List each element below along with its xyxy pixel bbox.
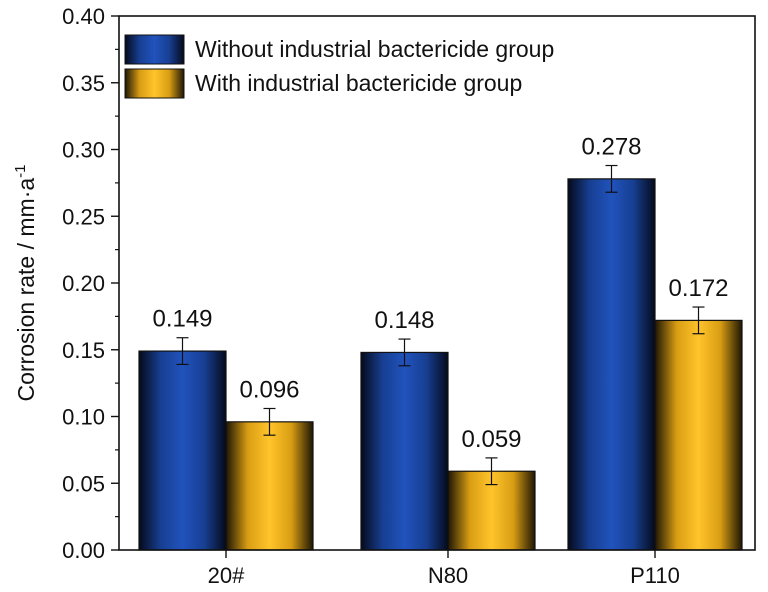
data-labels-layer: 0.149 0.096 0.148 0.059 0.278 0.172 bbox=[152, 134, 728, 453]
legend-label-without: Without industrial bactericide group bbox=[195, 36, 554, 62]
y-tick-label: 0.30 bbox=[62, 138, 105, 163]
x-tick-label-p110: P110 bbox=[630, 563, 680, 588]
error-bar-n80-with bbox=[485, 457, 498, 486]
y-tick-label: 0.00 bbox=[62, 538, 105, 563]
error-bar-p110-without bbox=[605, 164, 618, 193]
y-tick-label: 0.25 bbox=[62, 204, 105, 229]
data-label-n80-without: 0.148 bbox=[374, 307, 434, 334]
y-tick-label: 0.10 bbox=[62, 405, 105, 430]
legend-swatch-without bbox=[124, 34, 185, 65]
data-label-20-without: 0.149 bbox=[152, 306, 212, 333]
error-bar-p110-with bbox=[692, 306, 705, 335]
bar-n80-without bbox=[360, 351, 449, 551]
y-tick-label: 0.15 bbox=[62, 338, 105, 363]
bar-p110-with bbox=[654, 319, 743, 551]
y-tick-label: 0.35 bbox=[62, 71, 105, 96]
legend: Without industrial bactericide group Wit… bbox=[124, 34, 554, 99]
x-tick-label-20: 20# bbox=[208, 563, 245, 588]
x-tick-label-n80: N80 bbox=[428, 563, 468, 588]
data-label-n80-with: 0.059 bbox=[461, 426, 521, 453]
y-axis-label: Corrosion rate / mm·a-1 bbox=[12, 164, 39, 401]
bar-20-with bbox=[225, 421, 314, 551]
data-label-p110-with: 0.172 bbox=[668, 275, 728, 302]
y-tick-label: 0.05 bbox=[62, 471, 105, 496]
y-tick-label: 0.40 bbox=[62, 4, 105, 29]
legend-label-with: With industrial bactericide group bbox=[195, 70, 522, 96]
error-bar-20-without bbox=[176, 337, 189, 366]
error-bars-layer bbox=[176, 164, 705, 486]
y-tick-label: 0.20 bbox=[62, 271, 105, 296]
error-bar-n80-without bbox=[398, 338, 411, 367]
bars-layer bbox=[138, 178, 743, 551]
error-bar-20-with bbox=[263, 407, 276, 436]
data-label-20-with: 0.096 bbox=[239, 376, 299, 403]
x-axis-ticks: 20# N80 P110 bbox=[208, 550, 680, 588]
data-label-p110-without: 0.278 bbox=[581, 134, 641, 161]
bar-p110-without bbox=[567, 178, 656, 551]
y-axis-ticks: 0.00 0.05 0.10 0.15 0.20 0.25 0.30 0.35 0.40 bbox=[62, 4, 119, 563]
legend-swatch-with bbox=[124, 68, 185, 99]
bar-20-without bbox=[138, 350, 227, 551]
